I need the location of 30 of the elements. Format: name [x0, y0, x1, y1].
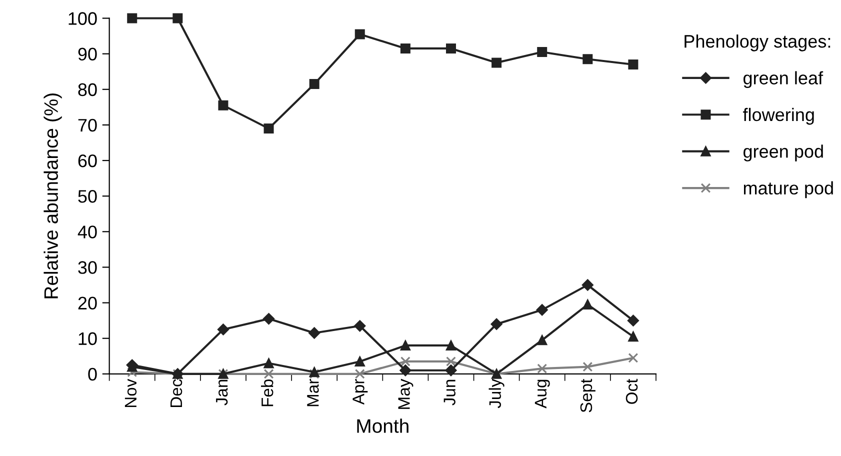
y-tick-label: 100 — [68, 12, 97, 25]
y-tick-label: 30 — [78, 261, 97, 274]
y-tick-label: 40 — [78, 226, 97, 238]
x-tick-label: Jan — [216, 380, 228, 406]
x-tick-label: Jun — [444, 380, 456, 406]
y-tick-label: 20 — [78, 296, 97, 310]
y-tick-label: 90 — [78, 48, 97, 61]
y-tick-label: 70 — [78, 118, 97, 132]
y-tick-label: 50 — [78, 190, 97, 203]
x-tick-label: July — [488, 378, 504, 408]
y-tick-label: 60 — [78, 154, 97, 168]
x-tick-label: Oct — [626, 378, 638, 404]
x-tick-label: Nov — [124, 378, 137, 408]
legend-title: Phenology stages: — [684, 34, 830, 52]
y-axis-title: Relative abundance (%) — [44, 94, 62, 298]
legend-label: flowering — [743, 108, 814, 125]
x-tick-label: Dec — [170, 379, 182, 408]
y-tick-label: 10 — [78, 332, 97, 346]
x-axis-title: Month — [357, 418, 408, 433]
x-tick-label: Aug — [534, 380, 550, 408]
legend-label: mature pod — [744, 181, 833, 198]
legend-label: green leaf — [744, 71, 824, 88]
x-tick-label: Sept — [580, 378, 596, 412]
y-tick-label: 80 — [78, 83, 97, 96]
x-tick-label: Feb — [261, 379, 274, 406]
x-tick-label: Mar — [307, 379, 319, 406]
x-tick-label: May — [398, 378, 414, 409]
x-tick-label: Apr — [352, 379, 368, 405]
y-tick-label: 0 — [88, 368, 97, 381]
legend-label: green pod — [744, 144, 823, 162]
